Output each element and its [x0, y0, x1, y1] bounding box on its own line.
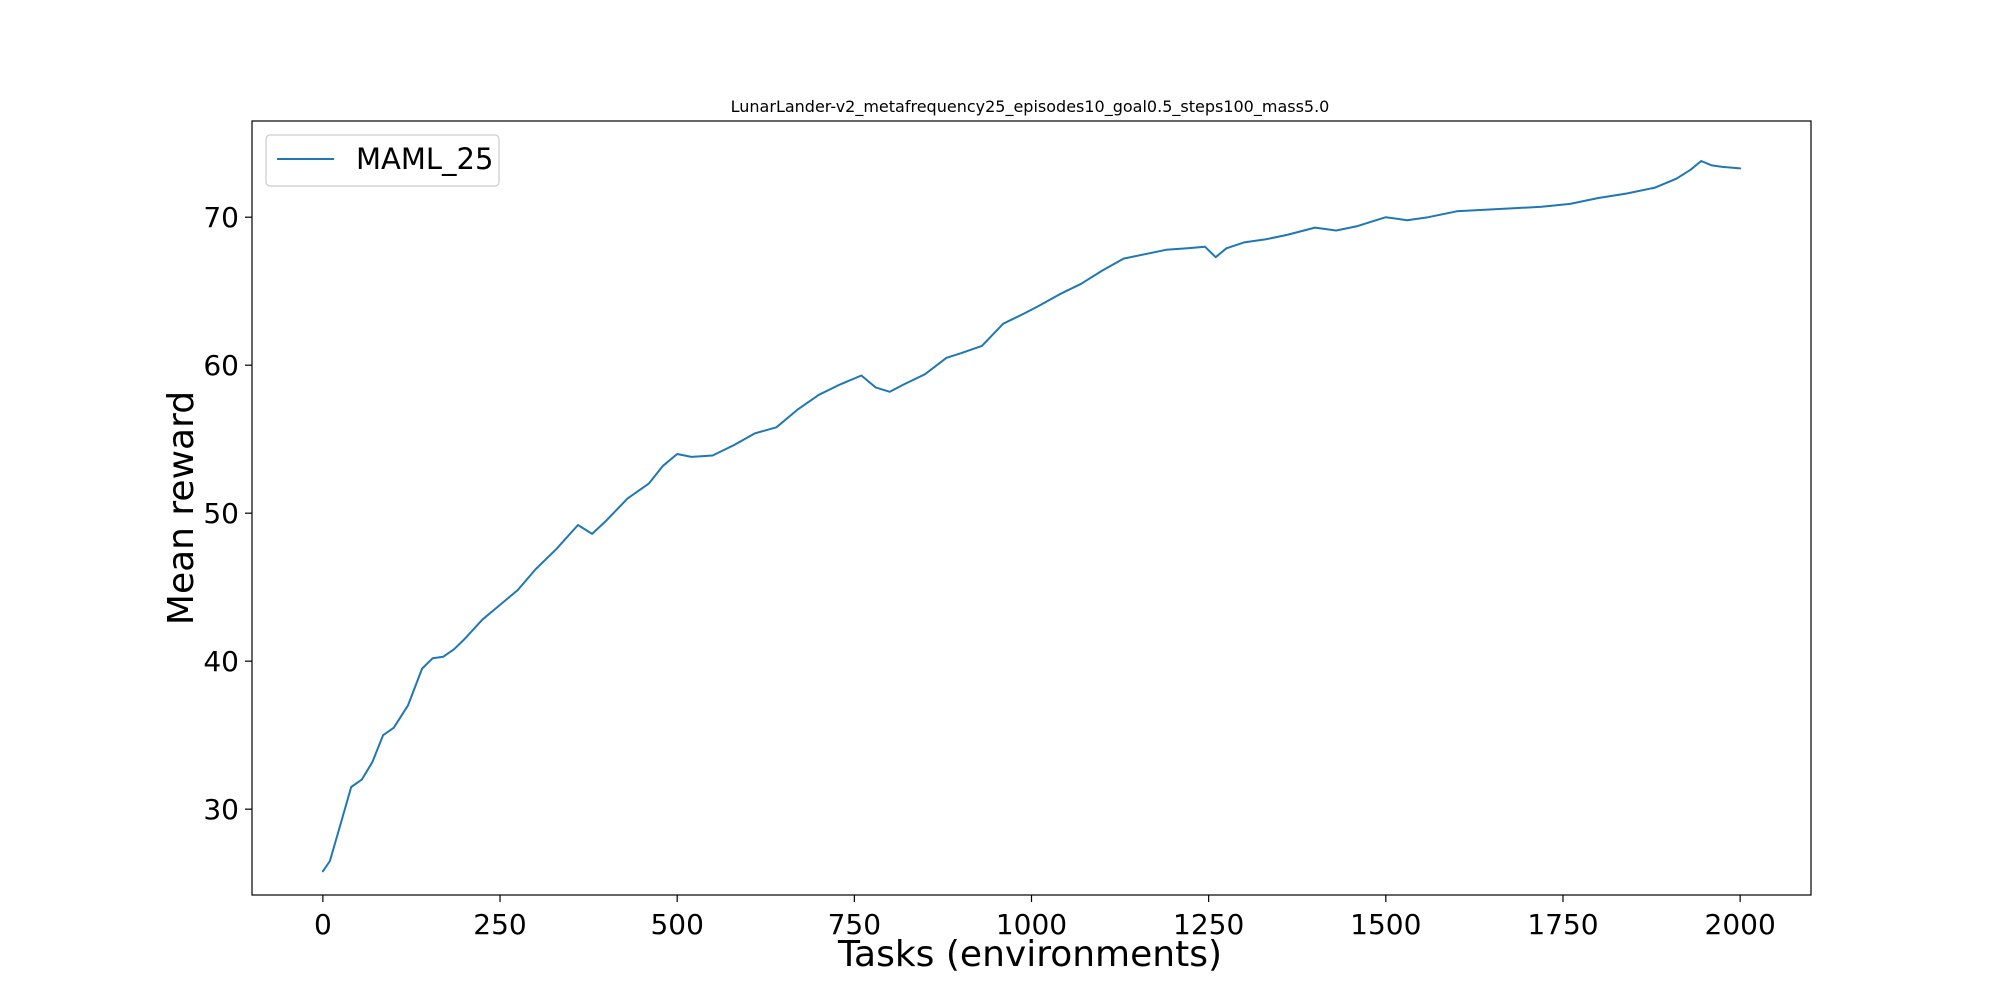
x-tick-label: 500	[650, 908, 703, 941]
x-tick-label: 1250	[1173, 908, 1244, 941]
legend-label: MAML_25	[356, 142, 493, 176]
y-axis: 30 40 50 60 70	[203, 201, 252, 826]
x-axis-label: Tasks (environments)	[837, 934, 1222, 975]
series-line-maml-25	[321, 160, 1742, 873]
axes-frame	[251, 120, 1812, 896]
y-axis-label: Mean reward	[161, 391, 202, 625]
y-tick-label: 30	[203, 793, 239, 826]
x-tick-label: 1750	[1527, 908, 1598, 941]
x-axis: 0 250 500 750 1000 1250 1500 1750 2000	[314, 895, 1776, 941]
chart-title: LunarLander-v2_metafrequency25_episodes1…	[731, 97, 1330, 117]
x-tick-label: 0	[314, 908, 332, 941]
x-tick-label: 1500	[1350, 908, 1421, 941]
y-tick-label: 40	[203, 645, 239, 678]
plot-area	[321, 160, 1742, 873]
y-tick-label: 60	[203, 349, 239, 382]
legend: MAML_25	[265, 134, 500, 187]
x-tick-label: 250	[473, 908, 526, 941]
y-tick-label: 50	[203, 497, 239, 530]
y-tick-label: 70	[203, 201, 239, 234]
legend-frame	[265, 134, 500, 187]
x-tick-label: 750	[828, 908, 881, 941]
x-tick-label: 1000	[996, 908, 1067, 941]
x-tick-label: 2000	[1705, 908, 1776, 941]
